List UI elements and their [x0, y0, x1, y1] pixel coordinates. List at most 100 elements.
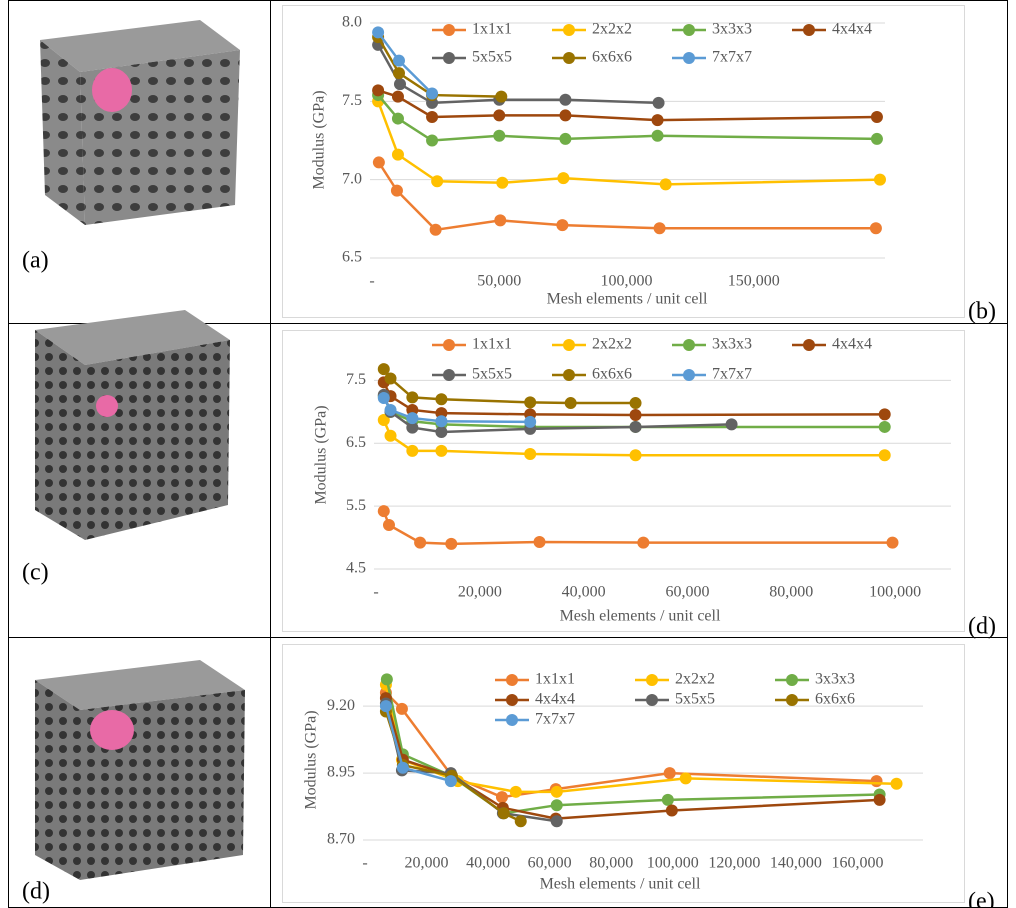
data-point [654, 222, 666, 234]
data-point [557, 172, 569, 184]
legend-marker [506, 714, 518, 726]
data-point [496, 177, 508, 189]
data-point [414, 537, 426, 549]
legend-marker [563, 24, 575, 36]
data-point [680, 772, 692, 784]
data-point [426, 135, 438, 147]
x-tick-label: 100,000 [647, 855, 699, 872]
series-line [379, 162, 876, 229]
data-point [664, 767, 676, 779]
data-point [874, 794, 886, 806]
data-point [397, 762, 409, 774]
data-point [637, 537, 649, 549]
data-point [373, 156, 385, 168]
data-point [393, 55, 405, 67]
legend-marker [803, 24, 815, 36]
legend-label: 1x1x1 [535, 671, 575, 688]
x-tick-label: 40,000 [466, 855, 510, 872]
model-image-d [35, 660, 245, 880]
x-axis-title: Mesh elements / unit cell [560, 608, 721, 625]
panel-label: (d) [22, 879, 50, 905]
legend-label: 1x1x1 [472, 21, 512, 38]
legend-label: 2x2x2 [675, 671, 715, 688]
data-point [383, 519, 395, 531]
y-tick-label: 8.95 [327, 764, 355, 781]
x-tick-label: 60,000 [665, 584, 709, 601]
data-point [871, 775, 883, 787]
legend-label: 4x4x4 [832, 21, 872, 38]
x-axis-title: Mesh elements / unit cell [547, 291, 708, 308]
legend-label: 4x4x4 [832, 336, 872, 353]
data-point [493, 109, 505, 121]
x-tick-label: 20,000 [405, 855, 449, 872]
legend-label: 6x6x6 [592, 49, 632, 66]
legend-label: 5x5x5 [472, 49, 512, 66]
model-image-a [40, 20, 240, 225]
data-point [726, 418, 738, 430]
legend-marker [443, 369, 455, 381]
data-point [515, 815, 527, 827]
data-point [630, 449, 642, 461]
legend-label: 6x6x6 [592, 366, 632, 383]
x-axis-title: Mesh elements / unit cell [540, 876, 701, 893]
data-point [430, 224, 442, 236]
data-point [666, 805, 678, 817]
y-tick-label: 4.5 [346, 560, 366, 577]
panel-label: (e) [968, 889, 995, 908]
legend-marker [506, 694, 518, 706]
legend-marker [443, 24, 455, 36]
x-tick-label: 50,000 [477, 273, 521, 290]
legend-marker [563, 339, 575, 351]
data-point [445, 538, 457, 550]
y-tick-label: 8.0 [342, 14, 362, 31]
legend-label: 5x5x5 [472, 366, 512, 383]
data-point [406, 391, 418, 403]
legend-label: 4x4x4 [535, 691, 575, 708]
legend-label: 3x3x3 [712, 21, 752, 38]
data-point [870, 222, 882, 234]
x-tick-label: 80,000 [769, 584, 813, 601]
legend-label: 6x6x6 [815, 691, 855, 708]
data-point [660, 178, 672, 190]
data-point [385, 430, 397, 442]
legend-marker [506, 674, 518, 686]
x-tick-label: - [362, 855, 367, 872]
data-point [630, 421, 642, 433]
y-tick-label: 7.5 [342, 92, 362, 109]
data-point [498, 807, 510, 819]
data-point [559, 109, 571, 121]
y-tick-label: 8.70 [327, 831, 355, 848]
legend-label: 7x7x7 [712, 49, 752, 66]
series-line [384, 511, 893, 544]
x-tick-label: 120,000 [708, 855, 760, 872]
legend-label: 3x3x3 [815, 671, 855, 688]
y-axis-title: Modulus (GPa) [311, 90, 328, 189]
data-point [435, 415, 447, 427]
data-point [435, 426, 447, 438]
legend-marker [683, 339, 695, 351]
data-point [391, 185, 403, 197]
legend-marker [786, 694, 798, 706]
y-tick-label: 5.5 [346, 497, 366, 514]
data-point [396, 703, 408, 715]
x-tick-label: 60,000 [528, 855, 572, 872]
series-line [378, 101, 880, 184]
data-point [652, 130, 664, 142]
data-point [559, 133, 571, 145]
model-image-c [35, 310, 230, 540]
data-point [524, 396, 536, 408]
data-point [551, 786, 563, 798]
legend-marker [563, 369, 575, 381]
data-point [435, 445, 447, 457]
data-point [426, 111, 438, 123]
legend-label: 5x5x5 [675, 691, 715, 708]
y-tick-label: 6.5 [342, 249, 362, 266]
data-point [652, 114, 664, 126]
data-point [426, 88, 438, 100]
data-point [886, 537, 898, 549]
data-point [372, 84, 384, 96]
data-point [378, 505, 390, 517]
panel-label: (a) [22, 248, 49, 274]
x-tick-label: 150,000 [728, 273, 780, 290]
data-point [662, 794, 674, 806]
